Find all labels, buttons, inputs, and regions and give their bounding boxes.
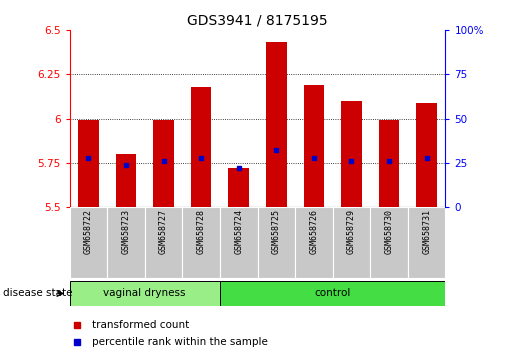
Bar	[295, 207, 333, 278]
Bar	[341, 101, 362, 207]
Text: GSM658722: GSM658722	[84, 209, 93, 254]
Bar	[107, 207, 145, 278]
Bar	[370, 207, 408, 278]
Text: GSM658731: GSM658731	[422, 209, 431, 254]
Text: percentile rank within the sample: percentile rank within the sample	[92, 337, 268, 347]
Bar	[333, 207, 370, 278]
Text: GSM658725: GSM658725	[272, 209, 281, 254]
Text: control: control	[315, 289, 351, 298]
Bar	[416, 103, 437, 207]
Bar	[303, 85, 324, 207]
Title: GDS3941 / 8175195: GDS3941 / 8175195	[187, 13, 328, 28]
Bar	[182, 207, 220, 278]
Bar	[266, 42, 287, 207]
Bar	[408, 207, 445, 278]
Text: GSM658728: GSM658728	[197, 209, 205, 254]
Bar	[379, 120, 400, 207]
Text: disease state: disease state	[3, 289, 72, 298]
Bar	[258, 207, 295, 278]
Bar	[78, 120, 99, 207]
Bar	[115, 154, 136, 207]
Bar	[228, 168, 249, 207]
Bar	[145, 207, 182, 278]
Text: GSM658729: GSM658729	[347, 209, 356, 254]
Bar	[191, 87, 212, 207]
Text: GSM658727: GSM658727	[159, 209, 168, 254]
Bar	[70, 281, 220, 306]
Bar	[220, 281, 445, 306]
Bar	[70, 207, 107, 278]
Bar	[153, 120, 174, 207]
Text: GSM658724: GSM658724	[234, 209, 243, 254]
Text: GSM658726: GSM658726	[310, 209, 318, 254]
Text: vaginal dryness: vaginal dryness	[104, 289, 186, 298]
Text: transformed count: transformed count	[92, 320, 190, 330]
Bar	[220, 207, 258, 278]
Text: GSM658730: GSM658730	[385, 209, 393, 254]
Text: GSM658723: GSM658723	[122, 209, 130, 254]
